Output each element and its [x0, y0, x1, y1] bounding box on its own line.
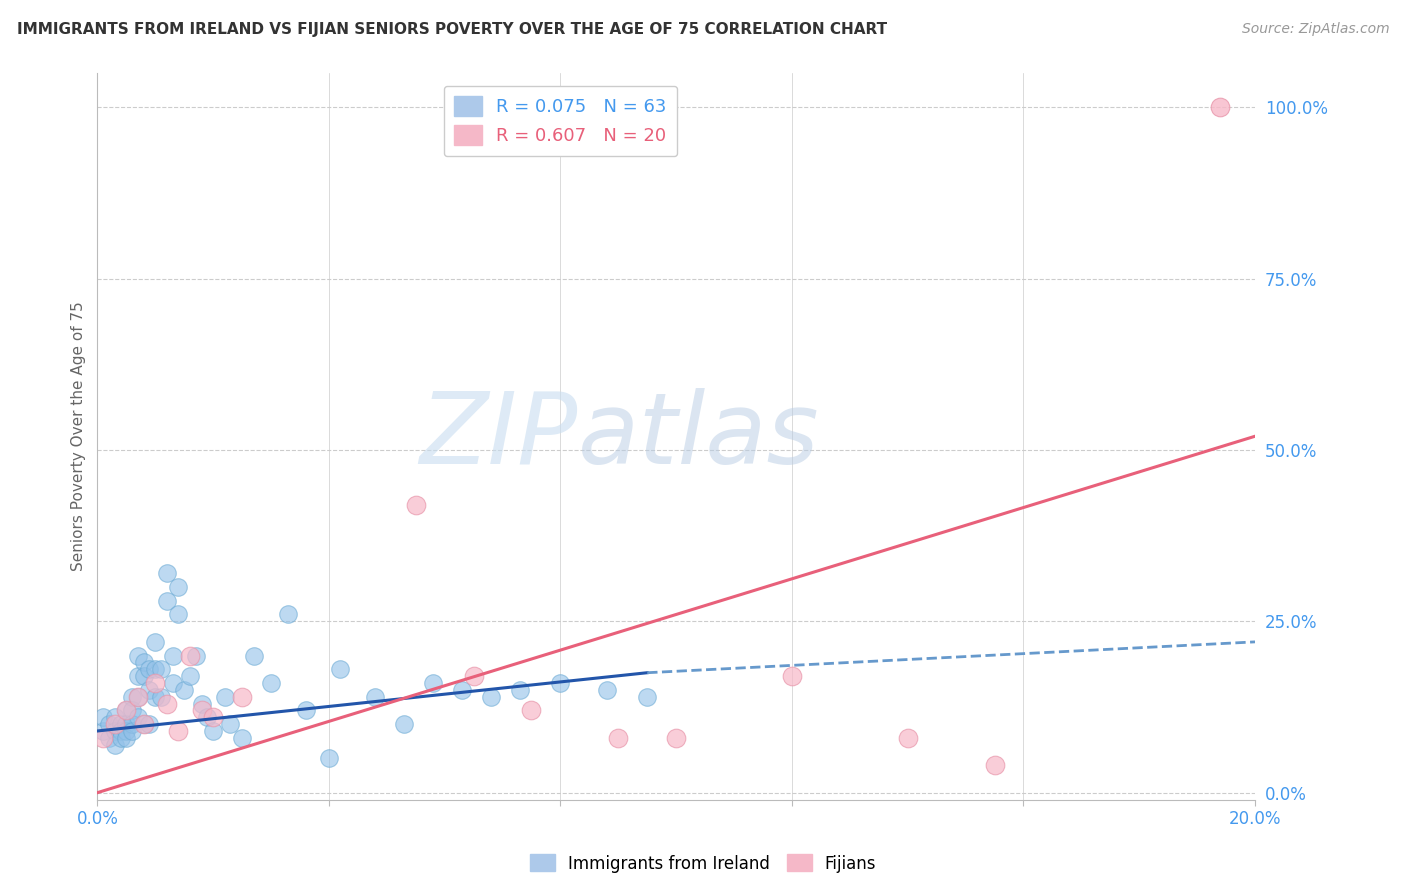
Point [318, 751, 340, 765]
Text: ZIP: ZIP [419, 388, 578, 484]
Point [115, 703, 138, 717]
Point [167, 580, 190, 594]
Point [162, 676, 184, 690]
Point [127, 648, 149, 663]
Point [150, 662, 173, 676]
Text: IMMIGRANTS FROM IRELAND VS FIJIAN SENIORS POVERTY OVER THE AGE OF 75 CORRELATION: IMMIGRANTS FROM IRELAND VS FIJIAN SENIOR… [17, 22, 887, 37]
Point [115, 723, 138, 738]
Point [143, 690, 166, 704]
Point [127, 690, 149, 704]
Point [294, 703, 316, 717]
Point [214, 690, 236, 704]
Point [110, 723, 132, 738]
Point [422, 676, 444, 690]
Point [173, 682, 195, 697]
Legend: Immigrants from Ireland, Fijians: Immigrants from Ireland, Fijians [523, 847, 883, 880]
Point [364, 690, 387, 704]
Point [143, 662, 166, 676]
Point [156, 593, 179, 607]
Point [242, 648, 264, 663]
Point [132, 717, 155, 731]
Point [392, 717, 415, 731]
Point [115, 717, 138, 731]
Text: Source: ZipAtlas.com: Source: ZipAtlas.com [1241, 22, 1389, 37]
Point [127, 669, 149, 683]
Point [121, 690, 143, 704]
Point [138, 662, 160, 676]
Point [329, 662, 352, 676]
Legend: R = 0.075   N = 63, R = 0.607   N = 20: R = 0.075 N = 63, R = 0.607 N = 20 [444, 86, 678, 156]
Point [121, 703, 143, 717]
Point [231, 731, 253, 745]
Point [138, 717, 160, 731]
Point [167, 607, 190, 622]
Point [121, 723, 143, 738]
Point [219, 717, 242, 731]
Point [179, 669, 201, 683]
Point [202, 723, 225, 738]
Point [115, 703, 138, 717]
Point [780, 669, 803, 683]
Point [607, 731, 630, 745]
Point [550, 676, 572, 690]
Point [1209, 100, 1232, 114]
Point [195, 710, 218, 724]
Point [104, 717, 127, 731]
Point [162, 648, 184, 663]
Point [97, 717, 120, 731]
Point [121, 717, 143, 731]
Point [104, 738, 127, 752]
Point [983, 758, 1005, 772]
Point [167, 723, 190, 738]
Point [451, 682, 474, 697]
Point [897, 731, 920, 745]
Point [110, 731, 132, 745]
Point [596, 682, 619, 697]
Point [202, 710, 225, 724]
Point [91, 723, 114, 738]
Point [231, 690, 253, 704]
Point [127, 690, 149, 704]
Point [463, 669, 485, 683]
Point [190, 703, 212, 717]
Point [132, 669, 155, 683]
Point [179, 648, 201, 663]
Point [509, 682, 531, 697]
Point [127, 710, 149, 724]
Point [115, 731, 138, 745]
Point [97, 731, 120, 745]
Point [636, 690, 658, 704]
Text: atlas: atlas [578, 388, 820, 484]
Point [91, 731, 114, 745]
Point [143, 676, 166, 690]
Point [91, 710, 114, 724]
Point [104, 723, 127, 738]
Point [132, 717, 155, 731]
Point [132, 656, 155, 670]
Point [150, 690, 173, 704]
Point [143, 635, 166, 649]
Point [479, 690, 502, 704]
Point [156, 697, 179, 711]
Point [190, 697, 212, 711]
Point [156, 566, 179, 581]
Y-axis label: Seniors Poverty Over the Age of 75: Seniors Poverty Over the Age of 75 [72, 301, 86, 571]
Point [405, 498, 427, 512]
Point [665, 731, 688, 745]
Point [520, 703, 543, 717]
Point [260, 676, 283, 690]
Point [184, 648, 207, 663]
Point [110, 717, 132, 731]
Point [277, 607, 299, 622]
Point [138, 682, 160, 697]
Point [104, 710, 127, 724]
